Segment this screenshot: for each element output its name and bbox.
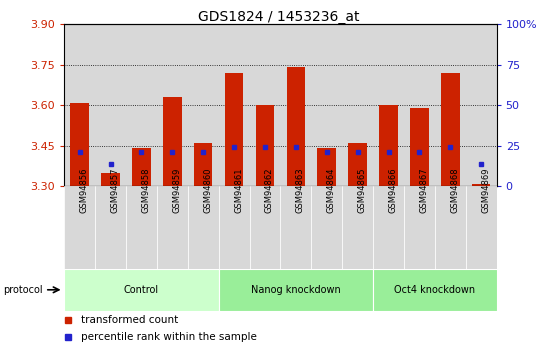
Bar — [373, 186, 404, 269]
Bar — [126, 24, 157, 186]
Bar — [404, 24, 435, 186]
Bar — [311, 186, 342, 269]
Text: GSM94869: GSM94869 — [481, 168, 490, 213]
Text: GSM94866: GSM94866 — [388, 168, 397, 213]
Bar — [472, 184, 490, 186]
Text: GSM94867: GSM94867 — [420, 168, 429, 213]
Bar — [157, 24, 187, 186]
Bar — [249, 24, 280, 186]
Bar — [225, 73, 243, 186]
Bar — [64, 186, 95, 269]
Text: GSM94864: GSM94864 — [327, 168, 336, 213]
Text: GSM94865: GSM94865 — [358, 168, 367, 213]
Text: GDS1824 / 1453236_at: GDS1824 / 1453236_at — [198, 10, 360, 24]
Bar — [435, 186, 466, 269]
Text: GSM94858: GSM94858 — [141, 168, 151, 213]
Bar — [373, 24, 404, 186]
Text: Nanog knockdown: Nanog knockdown — [251, 285, 341, 295]
Text: transformed count: transformed count — [81, 315, 179, 325]
Bar — [318, 148, 336, 186]
Bar — [410, 108, 429, 186]
Bar — [404, 186, 435, 269]
Bar — [435, 24, 466, 186]
Text: GSM94860: GSM94860 — [203, 168, 212, 213]
Text: Control: Control — [124, 285, 159, 295]
Bar — [249, 186, 280, 269]
Bar — [64, 24, 95, 186]
Bar — [187, 24, 219, 186]
Text: GSM94859: GSM94859 — [172, 168, 181, 213]
Bar — [194, 143, 213, 186]
Text: protocol: protocol — [3, 285, 42, 295]
Text: GSM94863: GSM94863 — [296, 168, 305, 213]
Bar — [342, 186, 373, 269]
Bar — [280, 186, 311, 269]
Text: percentile rank within the sample: percentile rank within the sample — [81, 333, 257, 342]
Text: Oct4 knockdown: Oct4 knockdown — [395, 285, 475, 295]
Bar — [64, 269, 219, 310]
Bar — [70, 102, 89, 186]
Text: GSM94856: GSM94856 — [80, 168, 89, 213]
Bar — [287, 67, 305, 186]
Bar — [187, 186, 219, 269]
Bar — [219, 24, 249, 186]
Bar — [95, 24, 126, 186]
Bar — [157, 186, 187, 269]
Bar — [163, 97, 181, 186]
Text: GSM94861: GSM94861 — [234, 168, 243, 213]
Bar — [126, 186, 157, 269]
Bar — [101, 173, 120, 186]
Bar — [311, 24, 342, 186]
Bar — [280, 24, 311, 186]
Bar — [132, 148, 151, 186]
Bar — [342, 24, 373, 186]
Bar — [95, 186, 126, 269]
Bar — [466, 24, 497, 186]
Text: GSM94857: GSM94857 — [110, 168, 119, 213]
Bar — [373, 269, 497, 310]
Bar — [348, 143, 367, 186]
Bar — [219, 186, 249, 269]
Bar — [379, 105, 398, 186]
Text: GSM94868: GSM94868 — [450, 168, 459, 213]
Bar — [219, 269, 373, 310]
Text: GSM94862: GSM94862 — [265, 168, 274, 213]
Bar — [441, 73, 460, 186]
Bar — [466, 186, 497, 269]
Bar — [256, 105, 274, 186]
